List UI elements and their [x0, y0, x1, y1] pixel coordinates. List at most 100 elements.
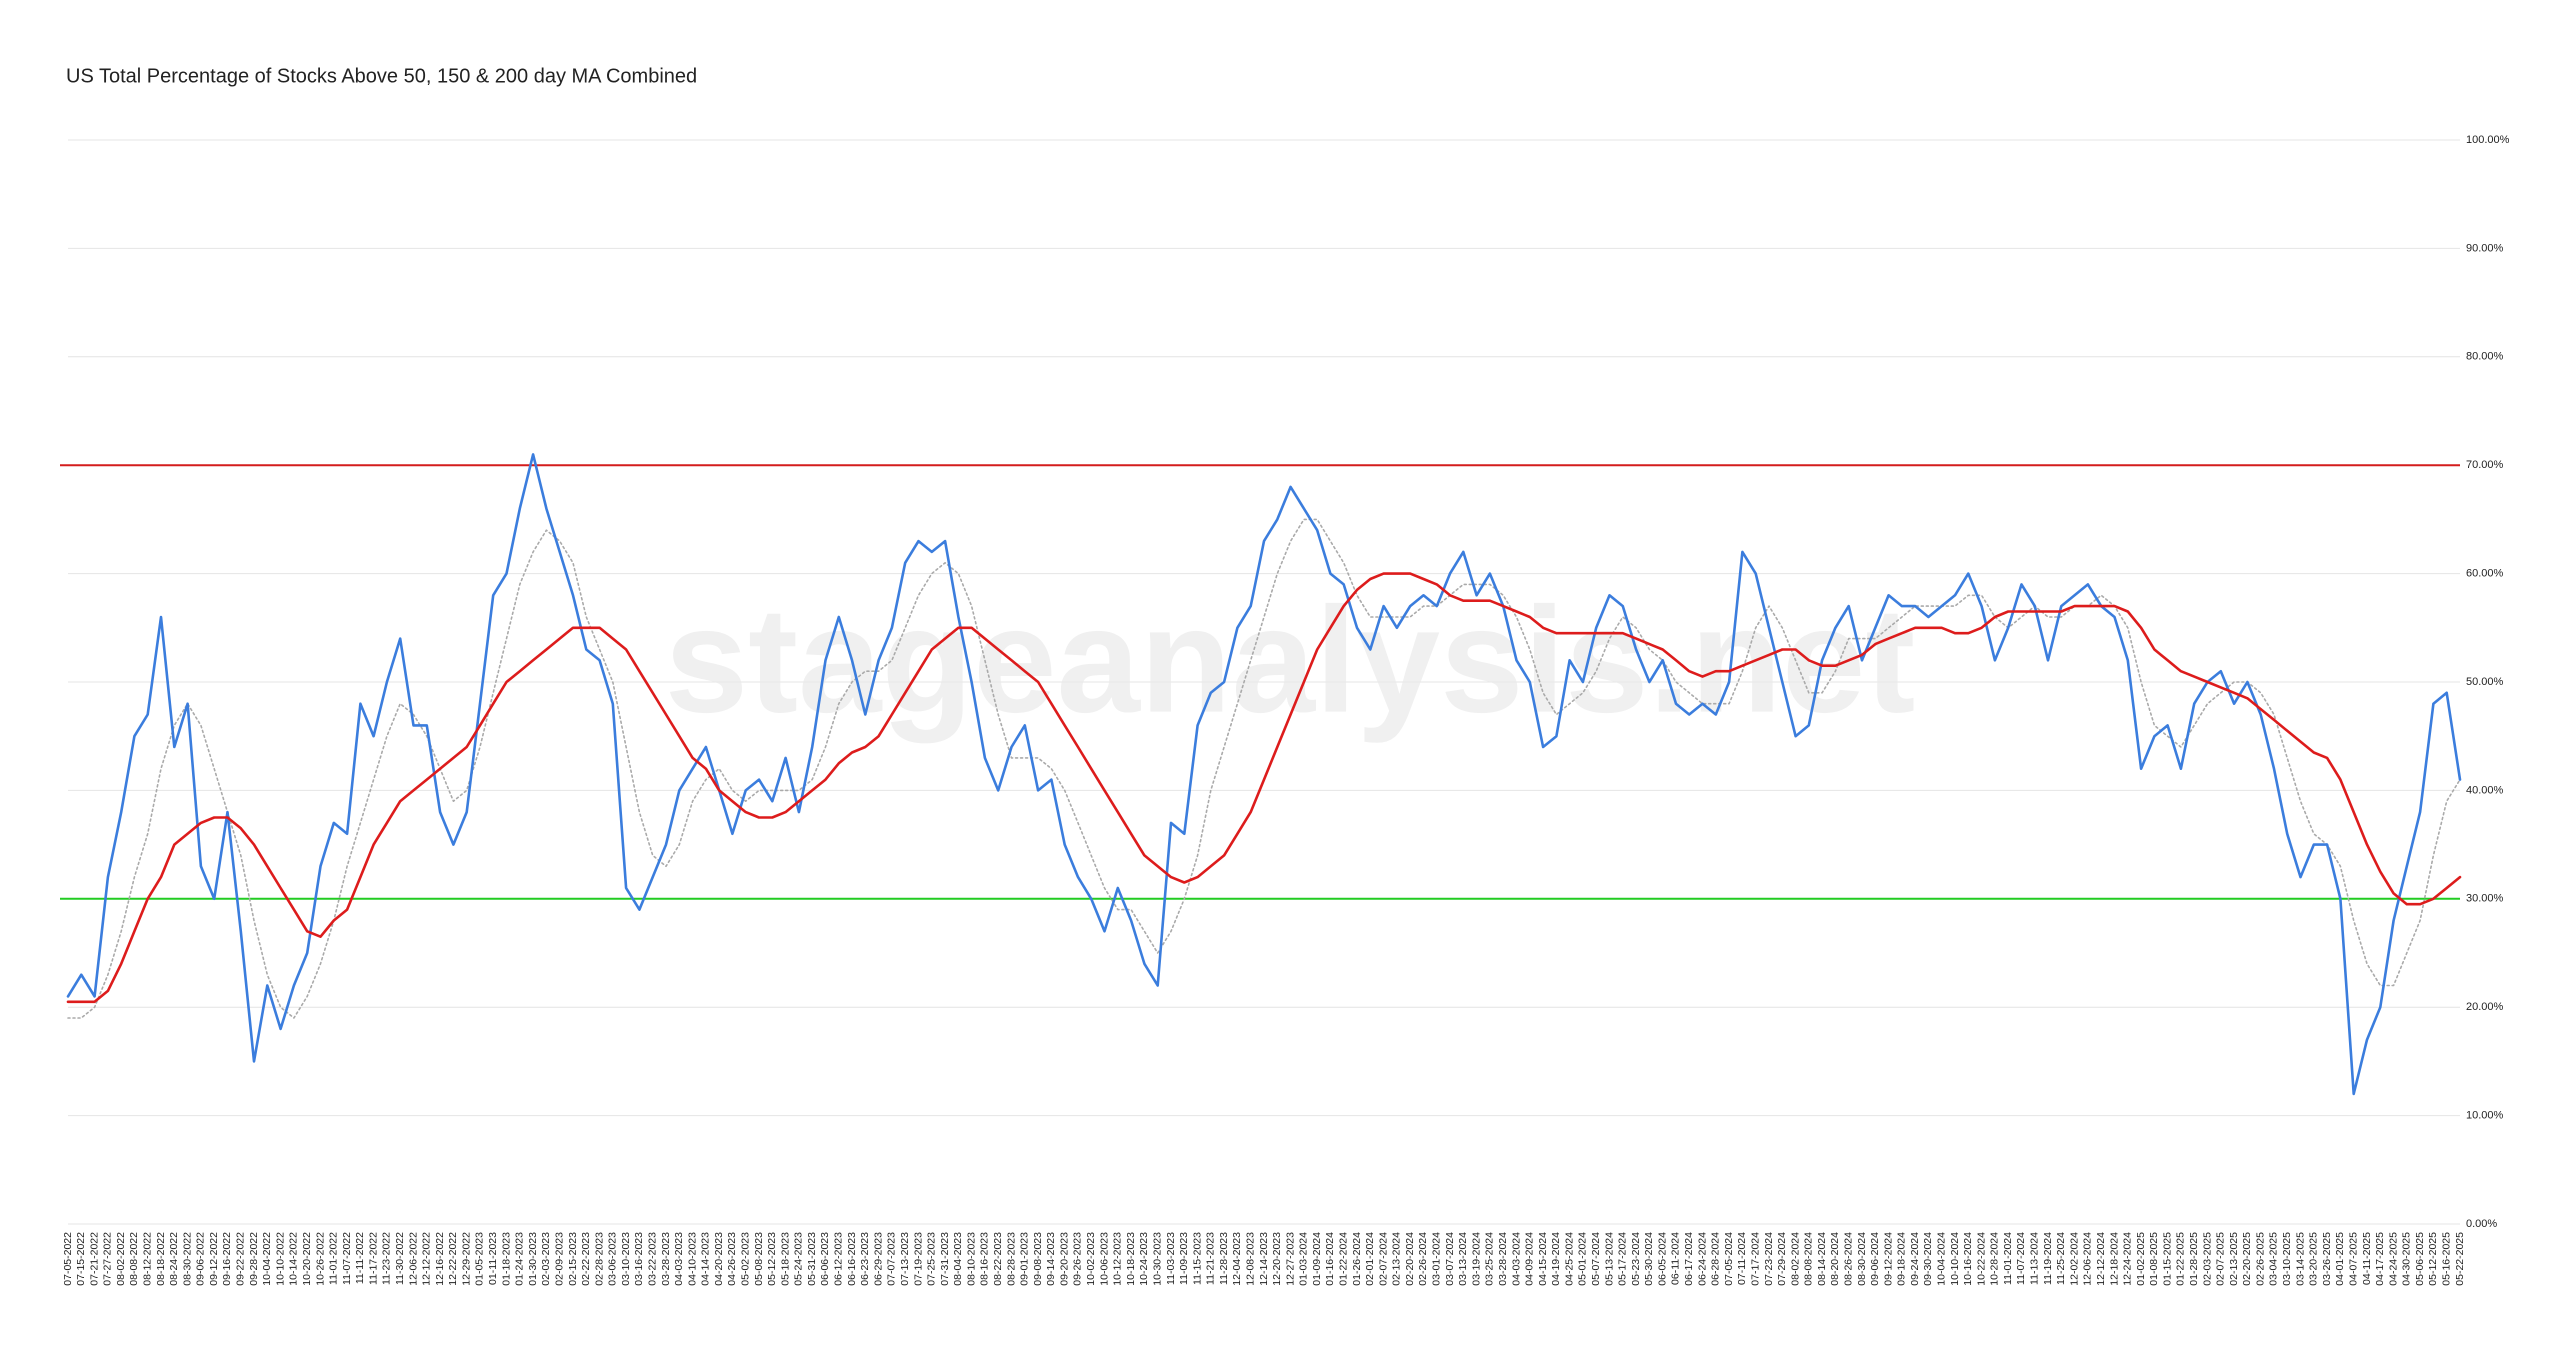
- x-tick-label: 03-07-2024: [1444, 1232, 1456, 1286]
- x-tick-label: 10-22-2024: [1975, 1232, 1987, 1286]
- x-tick-label: 07-05-2022: [62, 1232, 74, 1286]
- x-tick-label: 09-20-2023: [1058, 1232, 1070, 1286]
- x-tick-label: 06-05-2024: [1656, 1232, 1668, 1286]
- x-tick-label: 09-24-2024: [1909, 1232, 1921, 1286]
- x-tick-label: 01-09-2024: [1311, 1232, 1323, 1286]
- x-tick-label: 05-13-2024: [1603, 1232, 1615, 1286]
- x-tick-label: 12-12-2024: [2095, 1232, 2107, 1286]
- x-tick-label: 05-22-2025: [2454, 1232, 2466, 1286]
- x-tick-label: 01-16-2024: [1324, 1232, 1336, 1286]
- x-tick-label: 11-13-2024: [2029, 1232, 2041, 1285]
- x-tick-label: 02-26-2025: [2254, 1232, 2266, 1286]
- x-tick-label: 03-10-2025: [2281, 1232, 2293, 1286]
- chart-title: US Total Percentage of Stocks Above 50, …: [66, 65, 697, 87]
- x-tick-label: 01-05-2023: [474, 1232, 486, 1286]
- x-tick-label: 11-23-2022: [381, 1232, 393, 1285]
- x-tick-label: 09-16-2022: [221, 1232, 233, 1286]
- x-tick-label: 06-16-2023: [846, 1232, 858, 1286]
- x-tick-label: 10-24-2023: [1138, 1232, 1150, 1286]
- x-tick-label: 09-12-2024: [1882, 1232, 1894, 1286]
- x-tick-label: 09-08-2023: [1032, 1232, 1044, 1286]
- x-tick-label: 08-02-2024: [1789, 1232, 1801, 1286]
- x-tick-label: 11-03-2023: [1165, 1232, 1177, 1285]
- x-tick-label: 04-07-2025: [2347, 1232, 2359, 1286]
- y-tick-label: 30.00%: [2466, 893, 2504, 905]
- series-line: [67, 518, 2461, 1019]
- x-tick-label: 04-10-2023: [686, 1232, 698, 1286]
- x-tick-label: 04-11-2025: [2361, 1232, 2373, 1285]
- x-tick-label: 02-09-2023: [553, 1232, 565, 1286]
- x-tick-label: 04-17-2025: [2374, 1232, 2386, 1286]
- x-tick-label: 05-23-2024: [1630, 1232, 1642, 1286]
- x-tick-label: 03-01-2024: [1431, 1232, 1443, 1286]
- x-tick-label: 06-12-2023: [833, 1232, 845, 1286]
- x-tick-label: 07-29-2024: [1776, 1232, 1788, 1286]
- x-tick-label: 11-25-2024: [2055, 1232, 2067, 1285]
- x-tick-label: 11-28-2023: [1218, 1232, 1230, 1285]
- x-tick-label: 04-24-2025: [2387, 1232, 2399, 1286]
- x-tick-label: 11-07-2024: [2015, 1232, 2027, 1285]
- x-tick-label: 06-23-2023: [859, 1232, 871, 1286]
- x-tick-label: 10-16-2024: [1962, 1232, 1974, 1286]
- x-tick-label: 01-15-2025: [2161, 1232, 2173, 1286]
- x-tick-label: 11-01-2022: [328, 1232, 340, 1285]
- x-tick-label: 11-01-2024: [2002, 1232, 2014, 1285]
- x-tick-label: 08-24-2022: [168, 1232, 180, 1286]
- x-tick-label: 01-28-2025: [2188, 1232, 2200, 1286]
- x-tick-label: 05-08-2023: [753, 1232, 765, 1286]
- x-tick-label: 08-12-2022: [142, 1232, 154, 1286]
- x-tick-label: 08-20-2024: [1829, 1232, 1841, 1286]
- x-tick-label: 12-16-2022: [434, 1232, 446, 1286]
- x-tick-label: 12-18-2024: [2108, 1232, 2120, 1286]
- x-tick-label: 12-27-2023: [1284, 1232, 1296, 1286]
- x-tick-label: 03-13-2024: [1457, 1232, 1469, 1286]
- x-tick-label: 07-17-2024: [1749, 1232, 1761, 1286]
- x-tick-label: 02-03-2025: [2201, 1232, 2213, 1286]
- x-tick-label: 02-13-2025: [2228, 1232, 2240, 1286]
- x-tick-label: 09-06-2022: [195, 1232, 207, 1286]
- x-tick-label: 09-14-2023: [1045, 1232, 1057, 1286]
- x-tick-label: 10-04-2024: [1936, 1232, 1948, 1286]
- x-tick-label: 03-28-2023: [660, 1232, 672, 1286]
- x-tick-label: 03-04-2025: [2268, 1232, 2280, 1286]
- x-tick-label: 02-03-2023: [540, 1232, 552, 1286]
- y-tick-label: 100.00%: [2466, 134, 2510, 146]
- x-tick-label: 05-01-2024: [1577, 1232, 1589, 1286]
- x-tick-label: 09-18-2024: [1896, 1232, 1908, 1286]
- x-tick-label: 02-26-2024: [1417, 1232, 1429, 1286]
- x-tick-label: 01-08-2025: [2148, 1232, 2160, 1286]
- x-tick-label: 08-18-2022: [155, 1232, 167, 1286]
- x-tick-label: 01-30-2023: [527, 1232, 539, 1286]
- y-tick-label: 70.00%: [2466, 459, 2504, 471]
- x-tick-label: 04-25-2024: [1563, 1232, 1575, 1286]
- x-tick-label: 10-12-2023: [1112, 1232, 1124, 1286]
- series-line: [66, 572, 2462, 1004]
- x-tick-label: 01-18-2023: [500, 1232, 512, 1286]
- x-tick-label: 03-14-2025: [2294, 1232, 2306, 1286]
- x-tick-label: 12-12-2022: [421, 1232, 433, 1286]
- x-tick-label: 07-23-2024: [1763, 1232, 1775, 1286]
- x-tick-label: 10-10-2022: [274, 1232, 286, 1286]
- x-tick-label: 05-31-2023: [806, 1232, 818, 1286]
- x-tick-label: 02-20-2025: [2241, 1232, 2253, 1286]
- x-tick-label: 07-25-2023: [926, 1232, 938, 1286]
- x-tick-label: 05-24-2023: [793, 1232, 805, 1286]
- series-line: [66, 453, 2462, 1096]
- x-tick-label: 12-04-2023: [1231, 1232, 1243, 1286]
- x-tick-label: 07-27-2022: [102, 1232, 114, 1286]
- x-tick-label: 10-30-2023: [1151, 1232, 1163, 1286]
- x-tick-label: 11-19-2024: [2042, 1232, 2054, 1285]
- x-tick-label: 11-21-2023: [1205, 1232, 1217, 1285]
- x-tick-label: 09-28-2022: [248, 1232, 260, 1286]
- x-tick-label: 08-14-2024: [1816, 1232, 1828, 1286]
- x-tick-label: 10-06-2023: [1098, 1232, 1110, 1286]
- x-tick-label: 04-14-2023: [700, 1232, 712, 1286]
- x-tick-label: 04-30-2025: [2401, 1232, 2413, 1286]
- x-tick-label: 05-12-2023: [766, 1232, 778, 1286]
- x-tick-label: 04-20-2023: [713, 1232, 725, 1286]
- x-tick-label: 03-06-2023: [607, 1232, 619, 1286]
- x-tick-label: 08-22-2023: [992, 1232, 1004, 1286]
- x-tick-label: 12-14-2023: [1258, 1232, 1270, 1286]
- x-tick-label: 01-24-2023: [514, 1232, 526, 1286]
